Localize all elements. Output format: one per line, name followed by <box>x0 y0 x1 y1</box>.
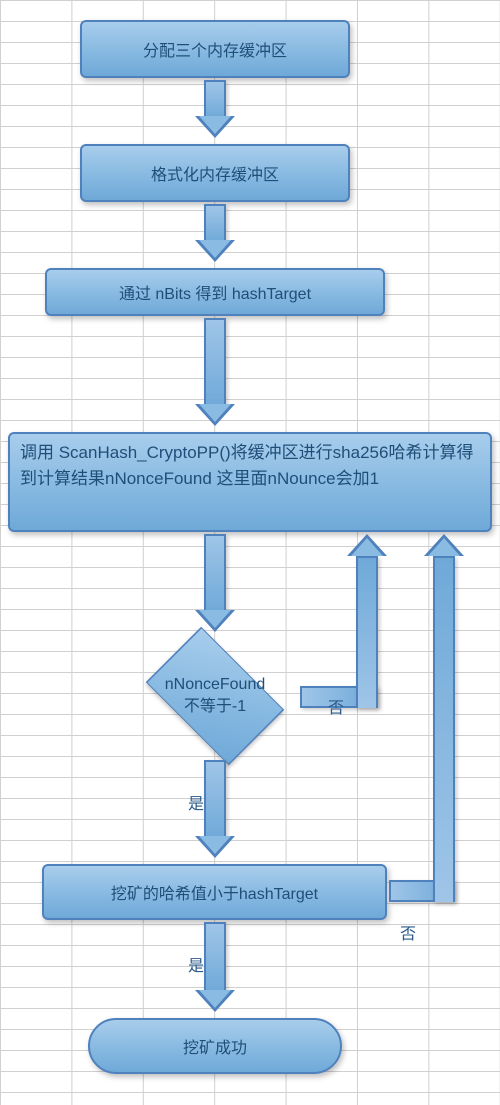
arrow-5-6 <box>204 760 226 840</box>
node-success: 挖矿成功 <box>88 1018 342 1074</box>
edge-label-no-2: 否 <box>400 920 416 944</box>
diamond-line2: 不等于-1 <box>184 696 246 718</box>
edge-label-no-1: 否 <box>328 694 344 718</box>
node-format-buffers: 格式化内存缓冲区 <box>80 144 350 202</box>
node-scanhash: 调用 ScanHash_CryptoPP()将缓冲区进行sha256哈希计算得到… <box>8 432 492 532</box>
node-label: 调用 ScanHash_CryptoPP()将缓冲区进行sha256哈希计算得到… <box>20 440 480 491</box>
edge-label-yes-2: 是 <box>188 952 204 976</box>
arrow-5-no-head <box>347 534 387 556</box>
arrow-5-no-v <box>356 556 378 708</box>
node-hashtarget: 通过 nBits 得到 hashTarget <box>45 268 385 316</box>
arrow-1-2 <box>204 80 226 120</box>
arrow-6-no-v <box>433 556 455 902</box>
arrow-3-4 <box>204 318 226 408</box>
arrow-4-5 <box>204 534 226 614</box>
arrow-6-7 <box>204 922 226 994</box>
diamond-line1: nNonceFound <box>165 674 266 696</box>
node-label: 分配三个内存缓冲区 <box>143 37 287 61</box>
node-label: 通过 nBits 得到 hashTarget <box>119 280 311 304</box>
node-allocate-buffers: 分配三个内存缓冲区 <box>80 20 350 78</box>
node-label: 格式化内存缓冲区 <box>151 161 279 185</box>
arrow-2-3 <box>204 204 226 244</box>
edge-label-yes-1: 是 <box>188 790 204 814</box>
arrow-6-no-head <box>424 534 464 556</box>
node-label: 挖矿成功 <box>183 1034 247 1058</box>
node-label: 挖矿的哈希值小于hashTarget <box>111 880 318 904</box>
node-compare-hash: 挖矿的哈希值小于hashTarget <box>42 864 387 920</box>
